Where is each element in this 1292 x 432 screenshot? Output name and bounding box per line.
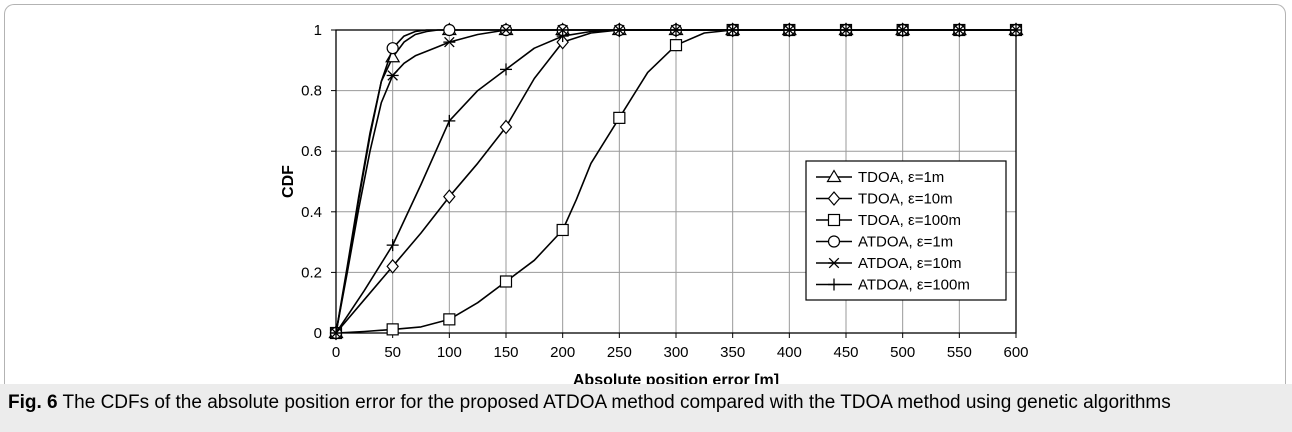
y-tick-label: 0.6 bbox=[301, 143, 322, 160]
x-tick-label: 550 bbox=[947, 344, 972, 361]
x-tick-label: 300 bbox=[663, 344, 688, 361]
data-point bbox=[386, 70, 399, 81]
data-point bbox=[386, 239, 399, 252]
legend-item: ATDOA, ε=1m bbox=[816, 234, 953, 251]
y-tick-label: 0.8 bbox=[301, 83, 322, 100]
x-tick-labels: 0 50 100 150 200 250 300 350 400 450 500 550 600 bbox=[332, 344, 1029, 361]
y-tick-label: 0.2 bbox=[301, 264, 322, 281]
data-point bbox=[499, 275, 513, 288]
y-tick-label: 0 bbox=[314, 325, 322, 342]
data-point bbox=[386, 42, 399, 55]
legend-item: TDOA, ε=1m bbox=[816, 169, 944, 186]
data-point bbox=[726, 24, 739, 36]
data-point bbox=[556, 24, 569, 36]
data-point bbox=[1010, 24, 1022, 36]
legend-item: ATDOA, ε=10m bbox=[816, 255, 962, 272]
figure-frame bbox=[4, 4, 1286, 426]
data-point bbox=[556, 34, 569, 50]
y-tick-label: 1 bbox=[314, 22, 322, 39]
legend-label: ATDOA, ε=1m bbox=[858, 234, 953, 251]
data-point bbox=[443, 114, 456, 127]
data-point bbox=[556, 223, 569, 237]
data-point bbox=[613, 24, 626, 36]
legend-label: ATDOA, ε=10m bbox=[858, 255, 962, 272]
x-tick-label: 150 bbox=[493, 344, 518, 361]
caption-label: Fig. 6 bbox=[8, 392, 58, 413]
data-point bbox=[386, 323, 399, 336]
data-point bbox=[613, 111, 626, 124]
data-point bbox=[443, 36, 456, 48]
data-point bbox=[556, 30, 569, 43]
series-plus bbox=[330, 24, 1022, 339]
legend-marker bbox=[827, 191, 841, 206]
legend-box bbox=[805, 160, 1007, 301]
y-tick-labels: 0 0.2 0.4 0.6 0.8 1 bbox=[301, 22, 322, 342]
data-point bbox=[670, 24, 682, 36]
figure-caption: Fig. 6 The CDFs of the absolute position… bbox=[8, 392, 1171, 414]
legend-item: TDOA, ε=10m bbox=[816, 191, 953, 208]
series-line bbox=[335, 29, 1016, 334]
x-tick-label: 200 bbox=[550, 344, 575, 361]
data-point bbox=[499, 119, 513, 135]
x-tick-label: 400 bbox=[777, 344, 802, 361]
data-point bbox=[953, 24, 966, 36]
x-tick-label: 450 bbox=[833, 344, 858, 361]
marker-stroke bbox=[444, 36, 455, 48]
marker-stroke bbox=[500, 24, 512, 36]
legend-marker bbox=[828, 257, 840, 269]
legend-item: ATDOA, ε=100m bbox=[816, 277, 970, 294]
x-tick-label: 600 bbox=[1003, 344, 1028, 361]
legend-marker bbox=[827, 235, 841, 248]
x-tick-label: 250 bbox=[607, 344, 632, 361]
legend-marker bbox=[827, 213, 841, 227]
marker-stroke bbox=[557, 24, 568, 36]
caption-background bbox=[0, 384, 1292, 432]
data-point bbox=[500, 63, 512, 76]
marker-stroke bbox=[387, 70, 398, 81]
legend-item: TDOA, ε=100m bbox=[816, 212, 961, 229]
data-point bbox=[669, 39, 683, 52]
legend-label: TDOA, ε=10m bbox=[858, 191, 953, 208]
data-point bbox=[330, 327, 342, 339]
legend-label: ATDOA, ε=100m bbox=[858, 277, 970, 294]
x-axis-label: Absolute position error [m] bbox=[573, 372, 779, 384]
data-point bbox=[783, 24, 796, 36]
legend: TDOA, ε=1m TDOA, ε=10m TDOA, ε=100m ATDOA, … bbox=[805, 160, 1007, 301]
legend-marker bbox=[826, 169, 842, 183]
y-axis-label: CDF bbox=[280, 165, 297, 198]
data-point bbox=[500, 24, 512, 36]
x-tick-label: 100 bbox=[437, 344, 462, 361]
legend-label: TDOA, ε=1m bbox=[858, 169, 944, 186]
x-tick-label: 0 bbox=[332, 344, 340, 361]
legend-label: TDOA, ε=100m bbox=[858, 212, 961, 229]
caption-text: The CDFs of the absolute position error … bbox=[57, 392, 1171, 413]
data-point bbox=[840, 24, 852, 36]
data-point bbox=[443, 23, 456, 37]
legend-marker bbox=[828, 278, 840, 291]
cdf-chart: 0 50 100 150 200 250 300 350 400 450 500 550 600 0 0.… bbox=[280, 22, 1029, 384]
data-point bbox=[443, 313, 456, 326]
data-point bbox=[896, 24, 909, 36]
x-tick-label: 350 bbox=[720, 344, 745, 361]
y-tick-label: 0.4 bbox=[301, 204, 322, 221]
data-point bbox=[386, 258, 399, 274]
x-tick-label: 50 bbox=[384, 344, 401, 361]
data-point bbox=[443, 189, 456, 205]
marker-stroke bbox=[828, 257, 840, 269]
series-layer bbox=[328, 22, 1024, 341]
x-tick-label: 500 bbox=[890, 344, 915, 361]
